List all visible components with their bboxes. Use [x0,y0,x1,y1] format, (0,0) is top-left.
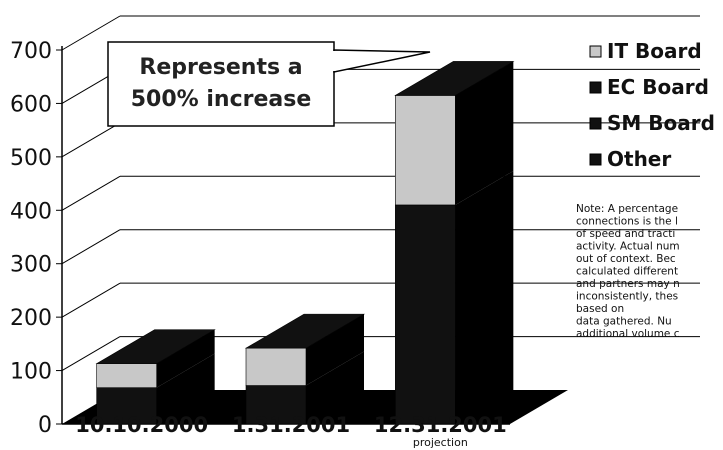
x-category-sublabel: projection [413,436,468,449]
note-line: additional volume c [576,328,680,340]
legend-swatch [589,153,602,166]
y-tick-label: 300 [10,253,52,278]
bars [95,61,515,425]
legend-swatch [589,117,602,130]
gridline-diagonal [61,336,121,372]
bar-ec-board [395,204,456,425]
gridline-diagonal [61,122,121,158]
x-category-label: 10.10.2000 [75,413,208,437]
legend-label: EC Board [607,75,709,99]
gridline-diagonal [61,175,121,211]
x-category-label: 1.31.2001 [232,413,350,437]
callout-line: 500% increase [131,87,312,112]
bar-side [156,329,215,388]
y-tick-label: 400 [10,199,52,224]
legend-swatch [589,45,602,58]
y-tick-label: 700 [10,39,52,64]
note-line: based on [576,303,624,315]
note-line: inconsistently, thes [576,291,678,303]
x-category-label: 12.31.2001 [374,413,507,437]
note-line: out of context. Bec [576,253,676,265]
callout-pointer [333,49,431,73]
note-line: Note: A percentage [576,203,678,215]
gridline-diagonal [61,282,121,318]
y-tick-label: 100 [10,360,52,385]
callout: Represents a 500% increase [107,41,431,127]
y-tick-label: 600 [10,92,52,117]
bar-it-board [245,347,307,386]
note-line: activity. Actual num [576,241,680,253]
note-line: calculated different [576,266,678,278]
y-tick-label: 500 [10,146,52,171]
bar-top [394,61,515,96]
bar-side [455,61,514,205]
note-line: connections is the l [576,216,678,228]
callout-line: Represents a [139,55,302,80]
note-line: and partners may n [576,278,680,290]
gridline-diagonal [61,229,121,265]
bar-side [455,170,514,424]
legend-swatch [589,81,602,94]
callout-joint [332,51,336,71]
legend: IT Board EC Board SM Board Other [589,39,715,171]
bar-ec-board [245,385,307,425]
y-tick-label: 0 [38,413,52,438]
legend-label: Other [607,147,671,171]
bar-side [306,351,364,424]
labels: 0 100 200 300 400 500 600 700 10.10.2000 1.31.200… [10,39,507,449]
legend-label: IT Board [607,39,702,63]
legend-label: SM Board [607,111,715,135]
note-line: data gathered. Nu [576,316,672,328]
bar-it-board [96,363,157,388]
bar-top [244,313,366,349]
note-line: of speed and tracti [576,228,675,240]
bar-top [95,329,216,364]
bar-side [306,314,364,386]
callout-box [107,41,335,127]
bar-ec-board [96,387,157,425]
y-tick-label: 200 [10,306,52,331]
gridline-diagonal [61,15,121,51]
bar-it-board [395,95,456,206]
bar-side [156,353,215,424]
